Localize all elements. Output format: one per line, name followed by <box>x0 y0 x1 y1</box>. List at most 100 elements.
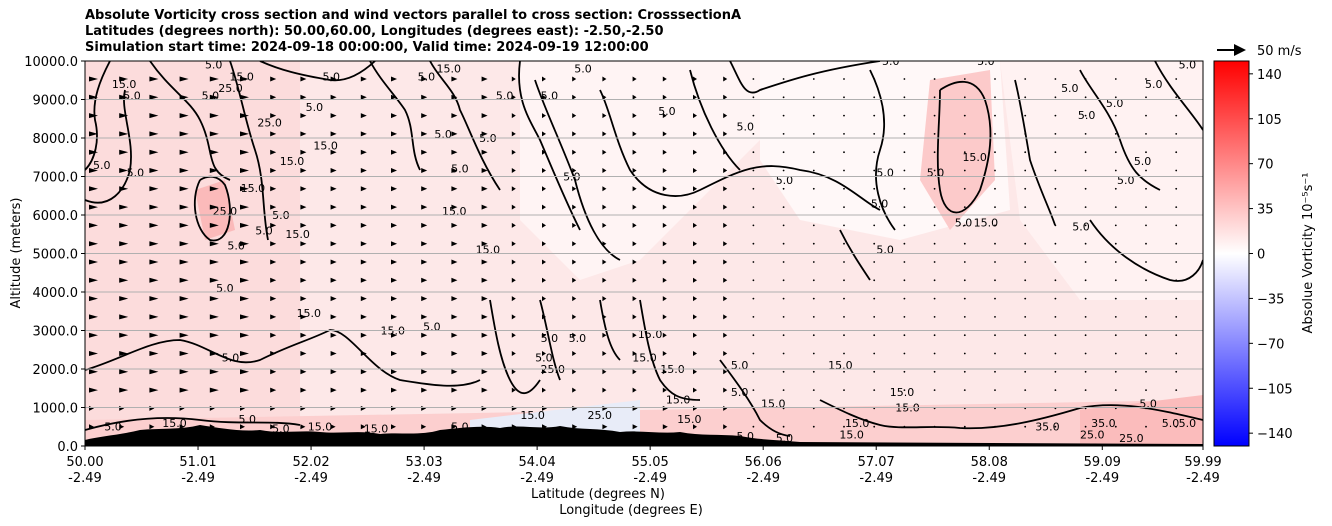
wind-vector <box>391 241 397 247</box>
wind-vector <box>149 76 159 82</box>
wind-vector <box>693 277 697 283</box>
wind-vector <box>391 113 397 119</box>
wind-vector <box>782 224 785 227</box>
wind-vector <box>149 168 159 173</box>
wind-vector <box>1206 243 1208 245</box>
wind-vector <box>1024 279 1027 282</box>
contour-label: 5.0 <box>496 90 514 103</box>
wind-vector <box>963 352 966 355</box>
x-tick-label-lat: 52.02 <box>292 455 329 470</box>
wind-vector <box>511 351 516 356</box>
wind-vector <box>812 78 815 80</box>
colorbar-tick-label: 35 <box>1257 203 1274 218</box>
wind-vector <box>481 94 488 100</box>
wind-vector <box>300 277 307 283</box>
wind-vector <box>723 149 728 155</box>
wind-vector <box>330 259 337 265</box>
colorbar-tick-label: 140 <box>1257 68 1282 83</box>
wind-vector <box>1114 279 1117 282</box>
wind-vector <box>812 187 815 190</box>
wind-vector <box>812 370 815 373</box>
wind-vector <box>240 76 249 82</box>
contour-label: 5.0 <box>418 70 436 83</box>
wind-vector <box>300 113 307 119</box>
wind-vector <box>1145 151 1147 154</box>
x-axis: 50.00-2.4951.01-2.4952.02-2.4953.03-2.49… <box>66 446 1222 486</box>
wind-vector <box>360 94 367 100</box>
wind-vector <box>812 206 815 209</box>
wind-vector <box>270 131 277 137</box>
wind-vector <box>451 76 458 82</box>
x-tick-label-lat: 50.00 <box>66 455 103 470</box>
x-tick-label-lon: -2.49 <box>972 471 1006 486</box>
wind-vector <box>89 131 98 137</box>
wind-vector <box>421 369 428 375</box>
wind-vector <box>330 241 337 247</box>
wind-vector <box>632 369 637 375</box>
y-tick-label: 1000.0 <box>33 402 79 417</box>
wind-vector <box>421 332 428 338</box>
wind-vector <box>903 316 906 318</box>
wind-vector <box>963 297 966 300</box>
wind-vector <box>572 259 577 265</box>
wind-vector <box>632 424 638 430</box>
wind-vector <box>994 114 996 117</box>
wind-vector <box>1054 151 1057 154</box>
wind-vector <box>209 296 219 302</box>
wind-vector <box>994 224 996 227</box>
wind-vector <box>1024 187 1027 190</box>
wind-vector <box>179 424 185 430</box>
wind-vector <box>209 149 219 155</box>
y-tick-label: 4000.0 <box>33 286 79 301</box>
wind-vector <box>360 424 366 430</box>
wind-vector <box>1084 242 1087 245</box>
contour-label: 5.0 <box>776 174 794 187</box>
contour-label: 5.0 <box>776 432 794 445</box>
wind-vector <box>451 94 458 100</box>
wind-vector <box>1024 96 1027 99</box>
wind-vector <box>1206 408 1208 410</box>
wind-vector <box>481 387 488 393</box>
x-tick-label-lat: 53.03 <box>405 455 442 470</box>
wind-vector <box>963 151 966 154</box>
wind-vector <box>1145 261 1147 263</box>
wind-vector <box>1145 224 1147 227</box>
wind-vector <box>270 424 276 430</box>
wind-vector <box>421 296 428 302</box>
contour-label: 5.0 <box>871 197 889 210</box>
wind-vector <box>360 241 367 247</box>
wind-vector <box>391 351 397 356</box>
wind-vector <box>873 316 876 318</box>
wind-vector <box>843 96 845 99</box>
wind-vector <box>1114 316 1117 318</box>
chart-title-line-3: Simulation start time: 2024-09-18 00:00:… <box>85 40 649 55</box>
wind-vector <box>391 277 397 283</box>
wind-vector <box>209 222 219 228</box>
wind-vector <box>662 168 667 173</box>
wind-vector <box>1054 96 1057 99</box>
wind-vector <box>270 94 277 100</box>
contour-label: 5.0 <box>272 423 290 436</box>
colorbar-label: Absolue Vorticity 10⁻⁵s⁻¹ <box>1301 173 1316 334</box>
wind-vector <box>1206 426 1208 428</box>
wind-vector <box>209 314 219 320</box>
wind-vector <box>752 297 755 300</box>
wind-vector <box>662 149 667 155</box>
wind-vector <box>1084 425 1087 428</box>
wind-vector <box>330 424 336 430</box>
wind-vector <box>812 224 815 227</box>
wind-vector <box>1054 187 1057 190</box>
wind-vector <box>209 351 219 356</box>
x-tick-label-lon: -2.49 <box>1085 471 1119 486</box>
wind-vector <box>391 186 397 192</box>
wind-vector <box>1084 78 1087 80</box>
wind-vector <box>1206 334 1208 336</box>
wind-vector <box>572 222 577 228</box>
wind-vector <box>421 222 428 228</box>
wind-vector <box>602 259 607 265</box>
wind-vector <box>873 114 876 117</box>
wind-vector <box>994 297 996 300</box>
contour-label: 5.0 <box>1139 398 1157 411</box>
wind-vector <box>149 259 159 265</box>
wind-vector <box>843 261 845 263</box>
